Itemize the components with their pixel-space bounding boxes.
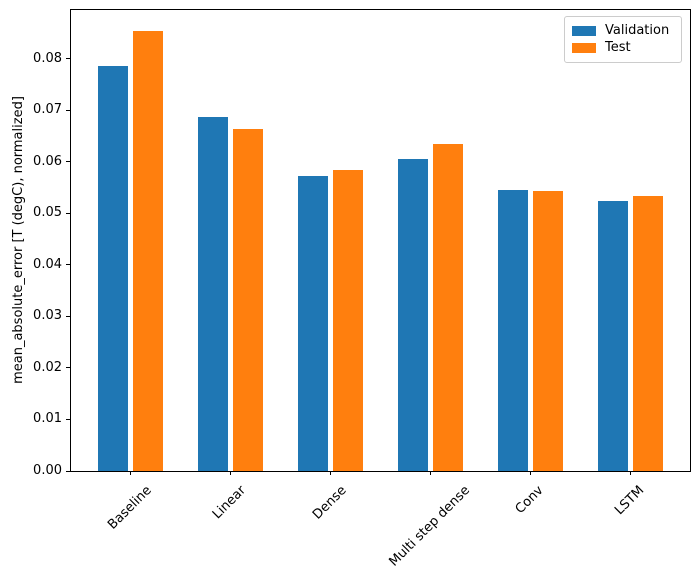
y-tick-label: 0.00 — [33, 463, 62, 478]
y-tick-label: 0.03 — [33, 308, 62, 324]
y-tick-label: 0.01 — [33, 411, 62, 427]
y-tick-label: 0.07 — [33, 102, 62, 118]
x-tick-label: Baseline — [104, 483, 155, 533]
y-tick-mark — [66, 58, 70, 59]
bar-validation-4 — [497, 189, 528, 471]
x-tick-mark — [229, 471, 231, 475]
x-tick-label: Conv — [512, 483, 547, 517]
legend-label: Test — [605, 40, 631, 55]
y-tick-mark — [66, 470, 70, 472]
legend-item: Test — [572, 40, 675, 56]
bar-validation-1 — [197, 117, 228, 471]
bar-test-1 — [232, 128, 263, 471]
legend: Validation Test — [564, 16, 682, 63]
x-tick-label: LSTM — [611, 483, 647, 519]
x-tick-mark — [629, 471, 631, 475]
y-tick-mark — [66, 367, 70, 369]
y-tick-label: 0.04 — [33, 256, 62, 272]
bar-validation-2 — [297, 176, 328, 471]
y-tick-mark — [66, 418, 70, 420]
bar-validation-3 — [397, 158, 428, 471]
y-tick-mark — [66, 161, 70, 163]
bar-test-2 — [332, 170, 363, 471]
y-tick-mark — [66, 264, 70, 266]
bar-test-0 — [132, 31, 163, 471]
y-tick-label: 0.06 — [33, 153, 62, 169]
x-tick-mark — [129, 471, 131, 475]
legend-label: Validation — [605, 23, 670, 38]
x-tick-mark — [529, 471, 531, 475]
x-tick-label: Dense — [309, 483, 350, 523]
x-tick-label: Multi step dense — [386, 483, 474, 570]
y-tick-label: 0.02 — [33, 359, 62, 375]
y-axis-label: mean_absolute_error [T (degC), normalize… — [11, 96, 26, 384]
x-tick-mark — [329, 471, 331, 475]
bar-test-5 — [632, 196, 663, 471]
legend-swatch-validation — [572, 26, 596, 36]
legend-swatch-test — [572, 43, 596, 53]
legend-item: Validation — [572, 23, 675, 39]
y-tick-label: 0.05 — [33, 205, 62, 221]
x-tick-label: Linear — [210, 483, 250, 523]
bar-test-3 — [432, 144, 463, 471]
bar-validation-0 — [97, 66, 128, 471]
bar-test-4 — [532, 191, 563, 471]
y-tick-label: 0.08 — [33, 50, 62, 66]
x-tick-mark — [429, 471, 431, 475]
y-tick-mark — [66, 109, 70, 111]
y-tick-mark — [66, 212, 70, 214]
y-tick-mark — [66, 315, 70, 317]
bar-validation-5 — [597, 200, 628, 471]
